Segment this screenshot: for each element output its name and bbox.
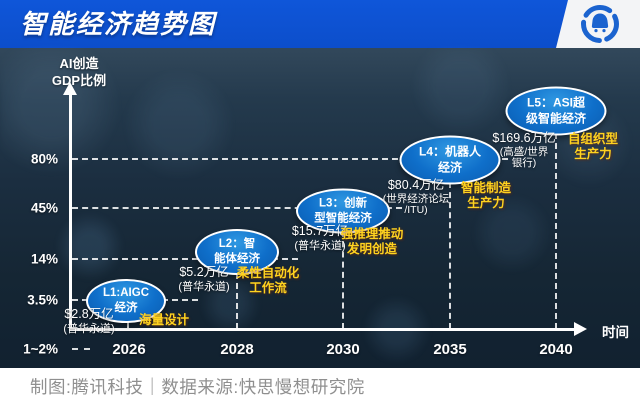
y-axis-arrow: [63, 82, 77, 95]
page-title: 智能经济趋势图: [20, 9, 217, 39]
y-tick-3-5pct: 3.5%: [27, 292, 58, 308]
gridline-h-1-2pct: [72, 348, 90, 350]
gridline-v-2035: [449, 182, 451, 329]
y-axis-title: AI创造 GDP比例: [51, 56, 107, 88]
node-l3-label: L3：创新: [319, 197, 367, 210]
x-tick-2040: 2040: [539, 341, 573, 358]
x-tick-2030: 2030: [326, 341, 360, 358]
node-l5-note: 自组织型 生产力: [567, 132, 619, 161]
node-l4-source: (世界经济论坛: [382, 192, 450, 205]
gridline-v-2040: [555, 133, 557, 329]
node-l5-value: $169.6万亿 (高盛/世界 银行): [492, 131, 556, 170]
gridline-v-2026: [127, 321, 129, 329]
header-bar: 智能经济趋势图: [0, 0, 640, 48]
footer-bar: 制图:腾讯科技｜数据来源:快思慢想研究院: [0, 368, 640, 415]
x-tick-2035: 2035: [433, 341, 467, 358]
node-l3-note: 强推理推动 发明创造: [340, 227, 404, 256]
x-tick-2028: 2028: [220, 341, 254, 358]
logo-panel: [556, 0, 640, 48]
node-l4-value: $80.4万亿 (世界经济论坛 /ITU): [382, 178, 450, 217]
node-l3-source: (普华永道): [294, 239, 346, 252]
node-l1-note: 海量设计: [138, 313, 190, 327]
x-axis-line: [69, 328, 575, 331]
plot-area: AI创造 GDP比例 时间 80% 45% 14% 3.5% 1~2% L1:A…: [0, 48, 640, 368]
node-l2-note: 柔性自动化 工作流: [236, 266, 300, 295]
node-l5-source: (高盛/世界: [499, 145, 549, 158]
footer-credit: 制图:腾讯科技｜数据来源:快思慢想研究院: [30, 377, 365, 397]
node-l2-value: $5.2万亿 (普华永道): [178, 265, 230, 293]
node-l1-source: (普华永道): [63, 322, 115, 335]
node-l2-label: L2：智: [218, 238, 256, 251]
node-l3-ellipse: L3：创新 型智能经济: [296, 188, 390, 234]
node-l4-note: 智能制造 生产力: [460, 181, 512, 210]
node-l5-label: L5：ASI超: [526, 95, 585, 110]
y-tick-14pct: 14%: [30, 251, 58, 267]
gridline-v-2030: [342, 231, 344, 329]
x-tick-2026: 2026: [112, 341, 146, 358]
node-l4-ellipse: L4：机器人 经济: [399, 135, 501, 185]
gridline-h-80pct: [72, 158, 508, 160]
gridline-h-45pct: [72, 207, 402, 209]
node-l1-ellipse: L1:AIGC 经济: [86, 279, 166, 323]
y-axis-line: [69, 94, 72, 330]
node-l2-source: (普华永道): [178, 280, 230, 293]
y-tick-1-2pct: 1~2%: [23, 341, 58, 357]
gridline-h-14pct: [72, 258, 298, 260]
node-l5-ellipse: L5：ASI超 级智能经济: [505, 86, 607, 136]
y-tick-45pct: 45%: [30, 200, 58, 216]
gridline-v-2028: [236, 273, 238, 329]
node-l3-value: $15.7万亿 (普华永道): [291, 224, 349, 252]
x-axis-title: 时间: [602, 325, 629, 340]
node-l4-label: L4：机器人: [418, 144, 481, 159]
y-tick-80pct: 80%: [30, 151, 58, 167]
x-axis-arrow: [574, 322, 587, 336]
node-l2-ellipse: L2：智 能体经济: [195, 229, 279, 275]
node-l1-label: L1:AIGC: [103, 287, 149, 300]
node-l1-value: $2.8万亿 (普华永道): [63, 307, 115, 335]
